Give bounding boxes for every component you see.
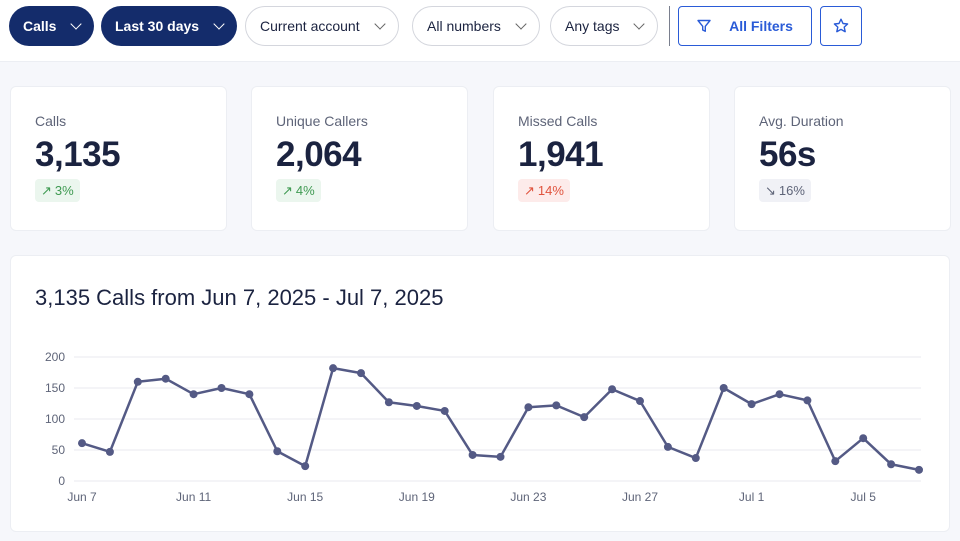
x-tick-label: Jun 19 — [399, 490, 435, 504]
stat-label: Calls — [35, 113, 67, 129]
change-value: 14% — [537, 183, 564, 198]
data-point[interactable] — [440, 406, 449, 415]
arrow-up-right-icon: ↗ — [41, 182, 52, 198]
data-point[interactable] — [189, 390, 198, 399]
arrow-down-right-icon: ↘ — [765, 182, 776, 198]
y-tick-label: 0 — [58, 474, 65, 488]
data-point[interactable] — [329, 364, 338, 373]
data-point[interactable] — [663, 442, 672, 451]
stat-card: Avg. Duration 56s ↘ 16% — [734, 86, 951, 231]
x-tick-label: Jul 1 — [739, 490, 765, 504]
stat-card: Calls 3,135 ↗ 3% — [10, 86, 227, 231]
data-point[interactable] — [831, 457, 840, 466]
data-point[interactable] — [384, 398, 393, 407]
data-point[interactable] — [859, 434, 868, 443]
stat-value: 2,064 — [276, 135, 362, 174]
data-point[interactable] — [691, 454, 700, 463]
data-point[interactable] — [915, 465, 923, 474]
x-tick-label: Jun 11 — [176, 490, 211, 504]
all-filters-label: All Filters — [729, 18, 793, 34]
stat-label: Missed Calls — [518, 113, 598, 129]
stat-card: Unique Callers 2,064 ↗ 4% — [251, 86, 468, 231]
data-point[interactable] — [412, 401, 421, 410]
chart-title: 3,135 Calls from Jun 7, 2025 - Jul 7, 20… — [35, 285, 444, 310]
change-value: 4% — [295, 183, 315, 198]
numbers-label: All numbers — [427, 18, 501, 34]
chevron-down-icon — [515, 18, 527, 30]
stat-label: Avg. Duration — [759, 113, 844, 129]
x-tick-label: Jun 27 — [622, 490, 658, 504]
data-point[interactable] — [552, 401, 561, 410]
stat-value: 1,941 — [518, 135, 604, 174]
calls-chart-card: 3,135 Calls from Jun 7, 2025 - Jul 7, 20… — [10, 255, 950, 532]
stat-label: Unique Callers — [276, 113, 368, 129]
change-value: 16% — [778, 183, 805, 198]
y-tick-label: 150 — [45, 381, 65, 395]
data-point[interactable] — [608, 385, 617, 394]
y-tick-label: 50 — [52, 443, 66, 457]
stat-card: Missed Calls 1,941 ↗ 14% — [493, 86, 710, 231]
x-tick-label: Jun 15 — [287, 490, 323, 504]
change-value: 3% — [54, 183, 74, 198]
data-point[interactable] — [636, 397, 644, 406]
divider — [669, 6, 670, 46]
change-badge: ↗ 14% — [518, 179, 570, 202]
x-tick-label: Jun 23 — [510, 490, 546, 504]
data-point[interactable] — [301, 462, 310, 471]
change-badge: ↘ 16% — [759, 179, 811, 202]
chevron-down-icon — [70, 18, 83, 30]
data-point[interactable] — [747, 400, 756, 409]
data-point[interactable] — [775, 390, 784, 399]
x-tick-label: Jun 7 — [67, 490, 97, 504]
data-point[interactable] — [719, 384, 728, 392]
data-point[interactable] — [580, 413, 589, 422]
stat-value: 56s — [759, 135, 816, 174]
account-dropdown[interactable]: Current account — [245, 6, 399, 46]
date-range-label: Last 30 days — [115, 18, 200, 34]
all-filters-button[interactable]: All Filters — [678, 6, 812, 46]
chevron-down-icon — [633, 18, 646, 30]
stat-value: 3,135 — [35, 135, 121, 174]
account-label: Current account — [260, 18, 360, 34]
filter-bar: Calls Last 30 days Current account All n… — [0, 0, 960, 62]
data-point[interactable] — [496, 452, 505, 461]
type-label: Calls — [23, 18, 57, 34]
tags-label: Any tags — [565, 18, 620, 34]
change-badge: ↗ 4% — [276, 179, 321, 202]
data-point[interactable] — [133, 377, 142, 386]
date-range-dropdown[interactable]: Last 30 days — [101, 6, 238, 46]
favorite-button[interactable] — [820, 6, 862, 46]
calls-line-chart: 0 50 100 150 200 Jun 7 Jun 11 Jun 15 Jun 19 Jun 2… — [45, 350, 923, 504]
numbers-dropdown[interactable]: All numbers — [412, 6, 540, 46]
data-point[interactable] — [524, 403, 533, 412]
change-badge: ↗ 3% — [35, 179, 80, 202]
data-point[interactable] — [161, 374, 170, 383]
filter-icon — [697, 19, 711, 32]
chevron-down-icon — [213, 18, 225, 30]
data-point[interactable] — [105, 447, 114, 456]
data-point[interactable] — [245, 390, 254, 399]
data-point[interactable] — [78, 439, 86, 448]
data-point[interactable] — [887, 460, 896, 469]
data-point[interactable] — [803, 396, 812, 405]
arrow-up-right-icon: ↗ — [524, 182, 535, 198]
y-tick-label: 100 — [45, 412, 65, 426]
arrow-up-right-icon: ↗ — [282, 182, 293, 198]
y-tick-label: 200 — [45, 350, 65, 364]
type-dropdown[interactable]: Calls — [9, 6, 95, 46]
x-tick-label: Jul 5 — [851, 490, 877, 504]
data-point[interactable] — [217, 384, 226, 392]
data-point[interactable] — [468, 450, 477, 459]
star-icon — [833, 18, 849, 33]
data-point[interactable] — [357, 369, 365, 378]
tags-dropdown[interactable]: Any tags — [550, 6, 659, 46]
chevron-down-icon — [373, 18, 386, 30]
data-point[interactable] — [273, 447, 282, 456]
